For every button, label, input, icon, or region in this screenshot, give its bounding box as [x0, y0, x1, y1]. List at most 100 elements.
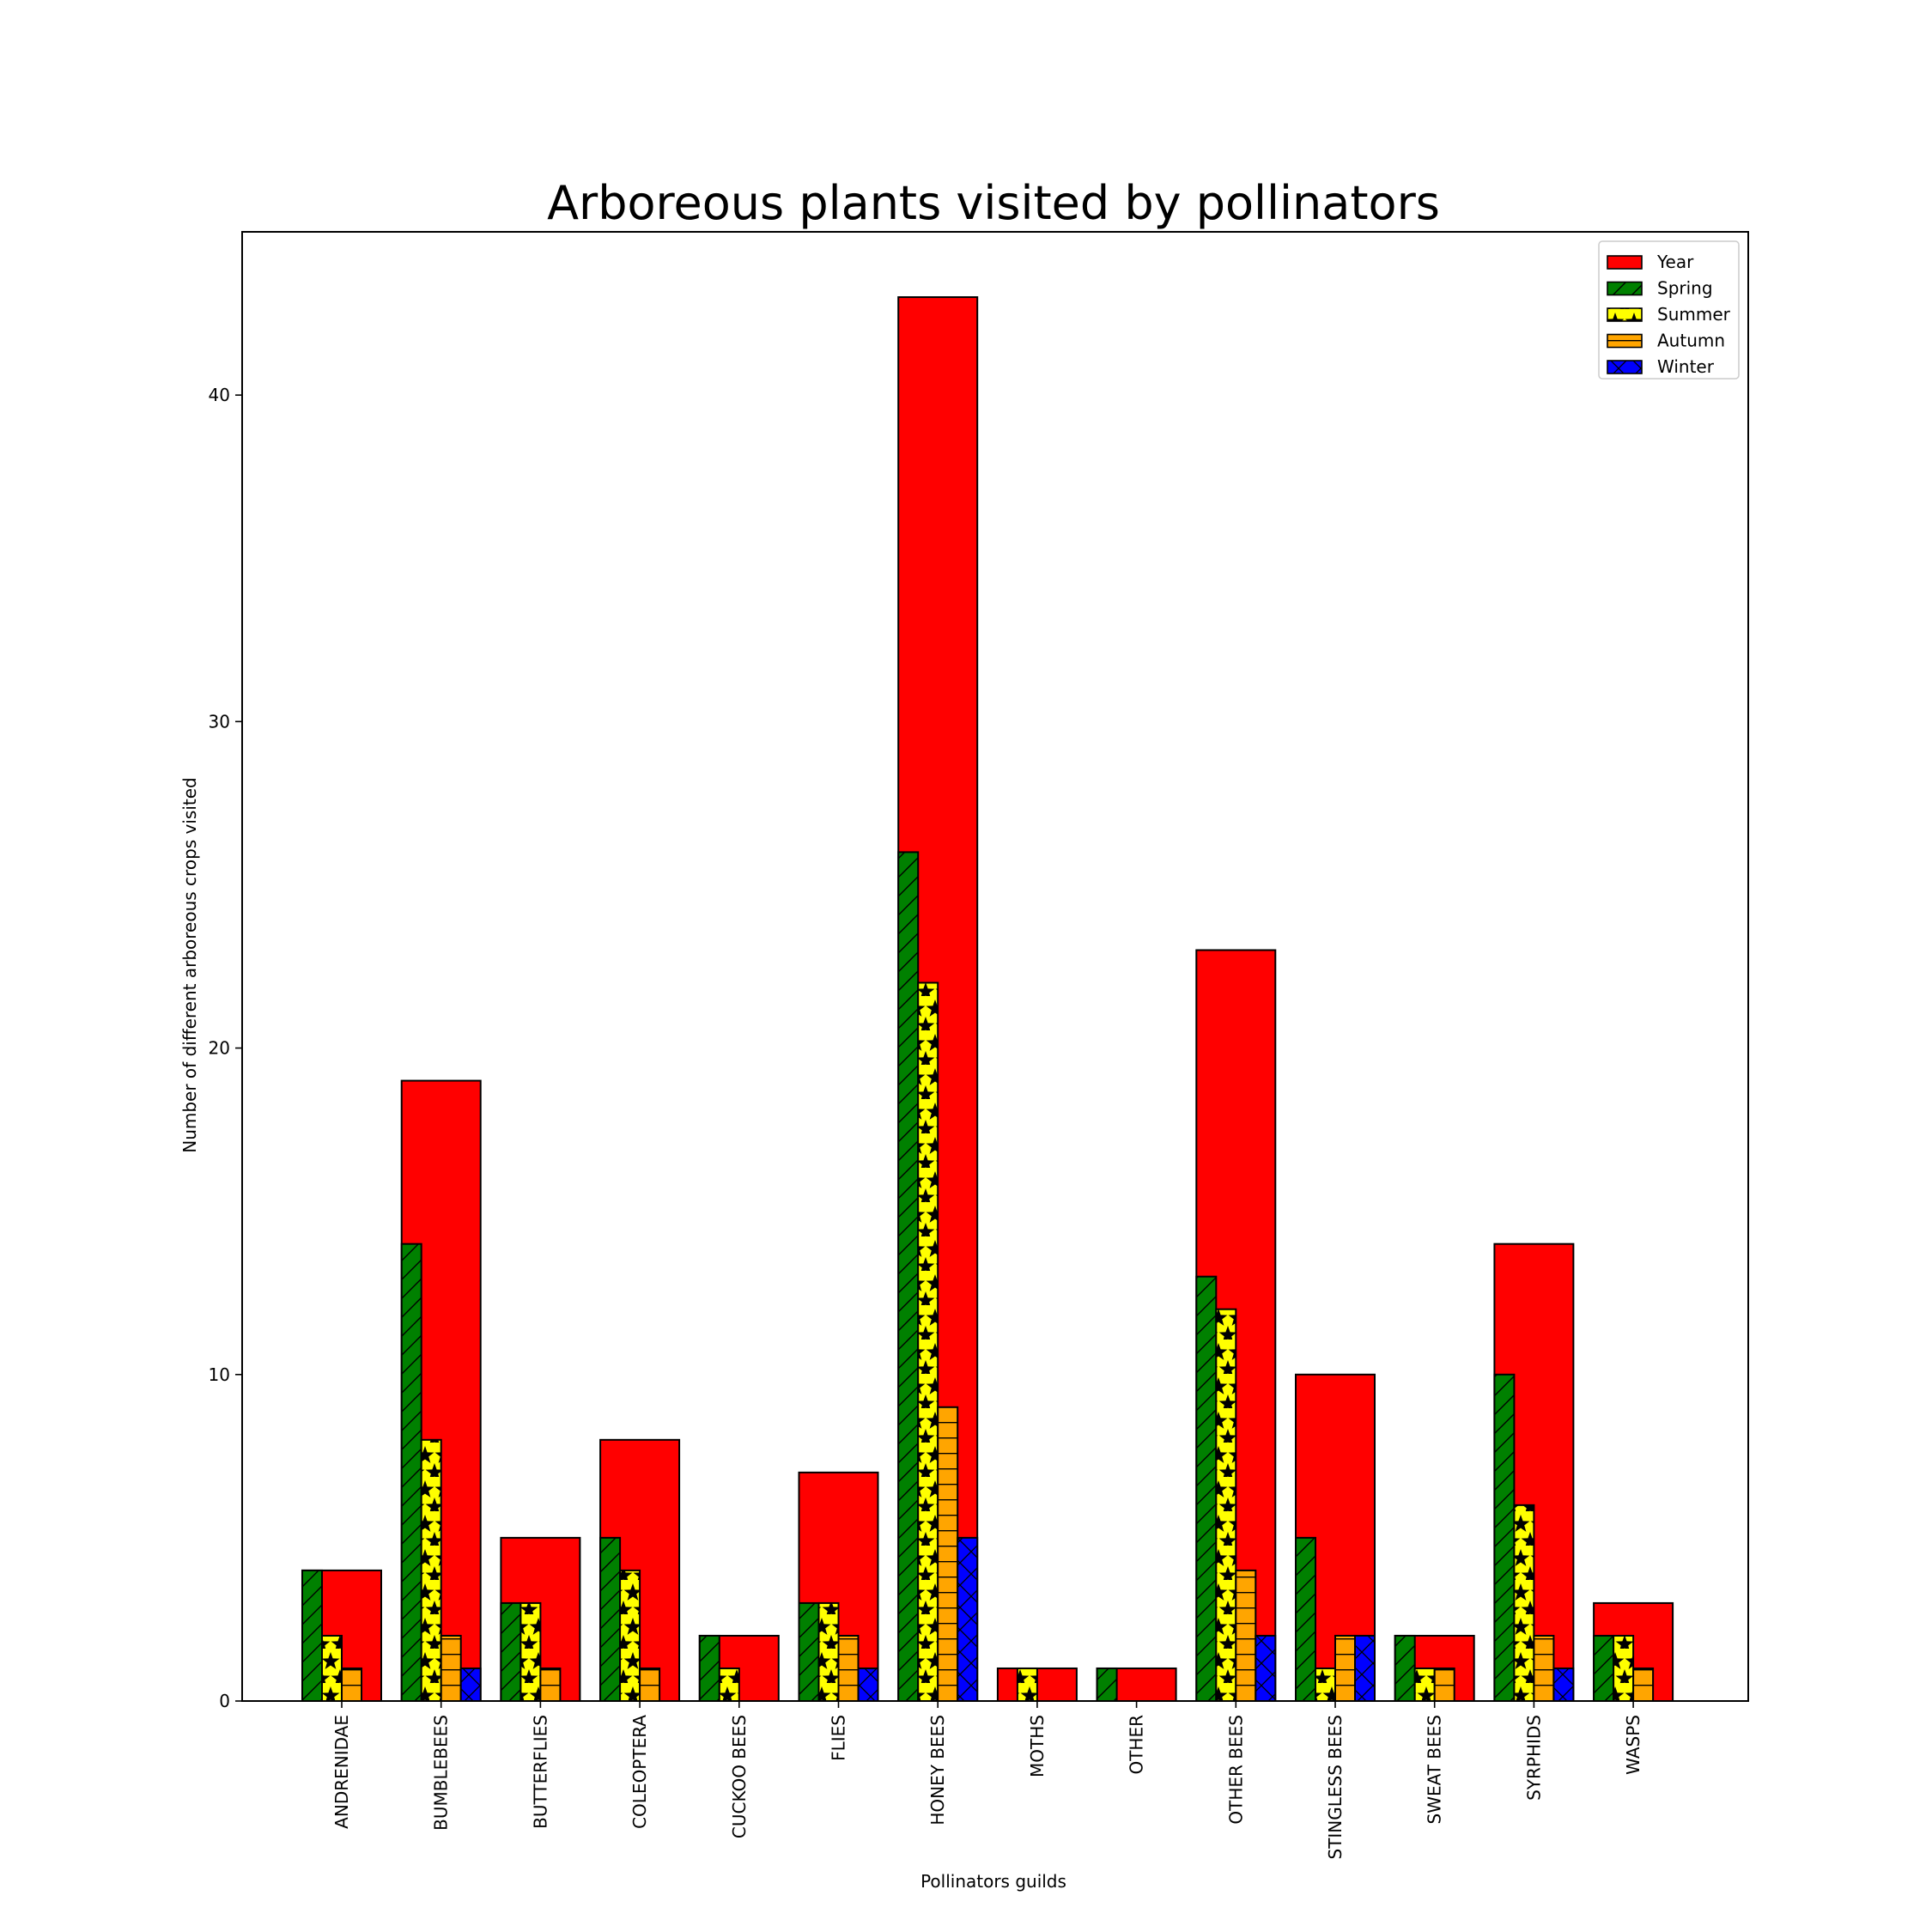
legend-label: Winter	[1657, 356, 1715, 377]
bar-hatch	[1633, 1668, 1654, 1701]
bar-hatch	[1414, 1668, 1435, 1701]
bar-winter-flies	[857, 1667, 879, 1703]
legend-swatch-outline	[1607, 307, 1643, 322]
y-tick-label: 30	[209, 711, 230, 732]
bar-hatch	[918, 982, 939, 1701]
x-tick-label: WASPS	[1623, 1715, 1643, 1775]
x-tick-label: SWEAT BEES	[1425, 1715, 1445, 1825]
legend: Year Spring Summer Autumn Winter	[1598, 240, 1740, 380]
bar-spring-other-bees	[1195, 1275, 1218, 1702]
bar-hatch	[1097, 1668, 1117, 1701]
x-axis: ANDRENIDAE BUMBLEBEES BUTTERFLIES COLEOPTER…	[331, 1701, 1643, 1860]
bar-autumn-andrenidae	[341, 1667, 362, 1703]
bar-hatch	[302, 1570, 322, 1701]
bar-hatch	[719, 1668, 739, 1701]
bar-autumn-coleoptera	[639, 1667, 661, 1703]
bar-hatch	[838, 1635, 859, 1701]
bar-hatch	[1514, 1504, 1534, 1701]
bar-autumn-stingless-bees	[1334, 1634, 1356, 1703]
bar-hatch	[1355, 1635, 1375, 1701]
legend-entry-year: Year	[1607, 252, 1694, 272]
legend-entry-spring: Spring	[1607, 278, 1713, 299]
bar-hatch	[1335, 1635, 1355, 1701]
bar-spring-honey-bees	[897, 851, 920, 1702]
bar-hatch	[858, 1668, 878, 1701]
bar-autumn-butterflies	[539, 1667, 562, 1703]
y-tick-label: 20	[209, 1038, 230, 1059]
bar-summer-cuckoo-bees	[718, 1667, 740, 1703]
bar-hatch	[1196, 1276, 1217, 1701]
legend-entry-summer: Summer	[1607, 304, 1731, 325]
bar-summer-stingless-bees	[1315, 1667, 1336, 1703]
bar-hatch	[620, 1570, 641, 1701]
bar-hatch	[799, 1602, 819, 1701]
bar-hatch	[640, 1668, 660, 1701]
bar-hatch	[401, 1243, 422, 1701]
bar-summer-flies	[817, 1601, 840, 1703]
bar-autumn-bumblebees	[440, 1634, 462, 1703]
bar-winter-honey-bees	[957, 1536, 979, 1703]
bar-hatch	[1434, 1668, 1455, 1701]
bar-hatch	[938, 1406, 958, 1701]
bar-hatch	[1494, 1374, 1515, 1701]
bar-hatch	[898, 852, 919, 1701]
bar-spring-wasps	[1593, 1634, 1615, 1703]
bar-spring-flies	[798, 1601, 820, 1703]
plot-frame	[241, 231, 1749, 1702]
bar-summer-bumblebees	[420, 1438, 442, 1703]
x-tick-label: BUMBLEBEES	[431, 1715, 452, 1831]
bar-hatch	[520, 1602, 541, 1701]
bars-layer	[301, 296, 1674, 1703]
y-axis: 0 10 20 30 40	[209, 385, 242, 1711]
legend-label: Year	[1656, 252, 1694, 272]
bar-summer-andrenidae	[321, 1634, 343, 1703]
x-tick-label: OTHER	[1127, 1715, 1147, 1775]
legend-swatch-outline	[1607, 255, 1643, 270]
bar-autumn-honey-bees	[937, 1406, 959, 1703]
legend-swatch-hatch	[1607, 308, 1642, 321]
bar-hatch	[957, 1537, 978, 1701]
bar-spring-sweat-bees	[1394, 1634, 1416, 1703]
bar-summer-sweat-bees	[1413, 1667, 1436, 1703]
legend-swatch	[1607, 256, 1642, 269]
bar-autumn-wasps	[1632, 1667, 1655, 1703]
x-tick-label: HONEY BEES	[927, 1715, 948, 1826]
legend-label: Spring	[1657, 278, 1713, 299]
bar-autumn-sweat-bees	[1433, 1667, 1455, 1703]
x-tick-label: SYRPHIDS	[1523, 1715, 1544, 1801]
x-tick-label: FLIES	[829, 1715, 849, 1761]
bar-spring-stingless-bees	[1295, 1536, 1316, 1703]
legend-swatch-outline	[1607, 281, 1643, 296]
bar-autumn-syrphids	[1533, 1634, 1555, 1703]
bar-spring-bumblebees	[400, 1242, 422, 1702]
legend-entry-winter: Winter	[1607, 356, 1715, 377]
bar-hatch	[460, 1668, 481, 1701]
x-tick-label: OTHER BEES	[1225, 1715, 1246, 1825]
bar-autumn-flies	[837, 1634, 860, 1703]
bar-hatch	[600, 1537, 621, 1701]
bar-hatch	[1394, 1635, 1415, 1701]
bar-spring-cuckoo-bees	[698, 1634, 720, 1703]
bar-summer-moths	[1016, 1667, 1038, 1703]
y-tick-label: 40	[209, 385, 230, 405]
y-axis-label: Number of different arboreous crops visi…	[179, 777, 200, 1153]
bar-hatch	[1594, 1635, 1614, 1701]
bar-summer-coleoptera	[619, 1569, 641, 1703]
x-tick-label: BUTTERFLIES	[530, 1715, 550, 1829]
y-tick-label: 0	[219, 1691, 230, 1711]
bar-hatch	[1255, 1635, 1276, 1701]
x-tick-label: MOTHS	[1027, 1715, 1048, 1777]
bar-hatch	[1553, 1668, 1574, 1701]
x-tick-label: CUCKOO BEES	[729, 1715, 750, 1838]
x-tick-label: STINGLESS BEES	[1325, 1715, 1346, 1860]
legend-label: Autumn	[1657, 331, 1725, 351]
bar-summer-butterflies	[519, 1601, 542, 1703]
bar-winter-other-bees	[1255, 1634, 1277, 1703]
bar-hatch	[322, 1635, 342, 1701]
bar-summer-wasps	[1613, 1634, 1635, 1703]
legend-label: Summer	[1657, 304, 1731, 325]
bar-winter-syrphids	[1552, 1667, 1575, 1703]
bar-hatch	[1216, 1309, 1236, 1701]
